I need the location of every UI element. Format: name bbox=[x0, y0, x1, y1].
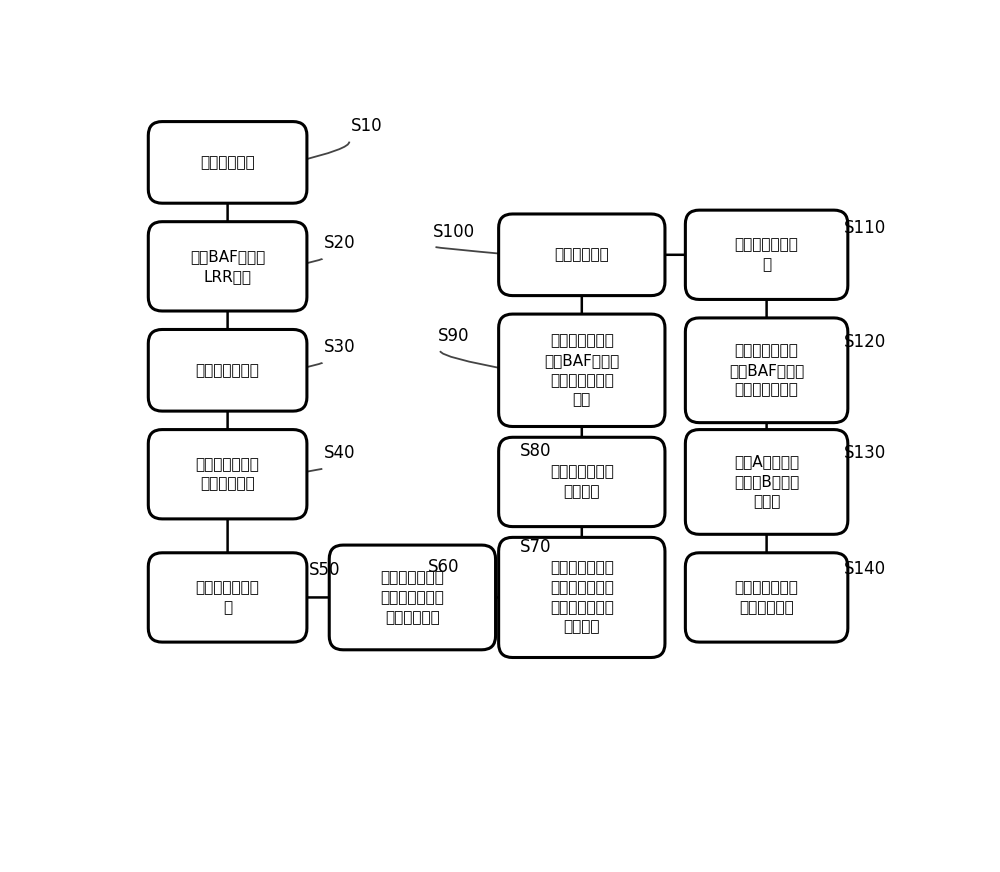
Text: S30: S30 bbox=[324, 338, 355, 356]
Text: 确定BAF数值和
LRR数值: 确定BAF数值和 LRR数值 bbox=[190, 249, 265, 283]
Text: 确定倍性校正系
数: 确定倍性校正系 数 bbox=[735, 237, 799, 272]
FancyBboxPatch shape bbox=[148, 121, 307, 203]
FancyBboxPatch shape bbox=[685, 318, 848, 423]
FancyBboxPatch shape bbox=[499, 314, 665, 426]
FancyBboxPatch shape bbox=[148, 553, 307, 642]
Text: 确定四级分选片
段的BAF均值、
拷贝数均值及其
排序: 确定四级分选片 段的BAF均值、 拷贝数均值及其 排序 bbox=[544, 333, 619, 407]
Text: S100: S100 bbox=[433, 222, 475, 241]
Text: S40: S40 bbox=[324, 445, 355, 462]
FancyBboxPatch shape bbox=[148, 330, 307, 411]
FancyBboxPatch shape bbox=[499, 537, 665, 657]
Text: S50: S50 bbox=[308, 562, 340, 580]
Text: S130: S130 bbox=[844, 445, 886, 462]
Text: 对三级分选片段
进行BAF数值校
正和拷贝数校正: 对三级分选片段 进行BAF数值校 正和拷贝数校正 bbox=[729, 343, 804, 398]
Text: 对四级分选片段
进行归类: 对四级分选片段 进行归类 bbox=[550, 465, 614, 500]
FancyBboxPatch shape bbox=[685, 553, 848, 642]
Text: S140: S140 bbox=[844, 560, 886, 578]
FancyBboxPatch shape bbox=[685, 430, 848, 535]
Text: S20: S20 bbox=[324, 235, 355, 252]
Text: 确定三级分选片
段的变异类型: 确定三级分选片 段的变异类型 bbox=[735, 580, 799, 615]
Text: 获取测序数据: 获取测序数据 bbox=[200, 155, 255, 170]
FancyBboxPatch shape bbox=[148, 430, 307, 519]
Text: 确定二级分选片
段: 确定二级分选片 段 bbox=[196, 580, 260, 615]
Text: 分段处理，获得
一级分选片段: 分段处理，获得 一级分选片段 bbox=[196, 457, 260, 492]
Text: S110: S110 bbox=[844, 219, 886, 237]
Text: 对三级分选片段
进行过滤和切割
处理，得到四级
分选片段: 对三级分选片段 进行过滤和切割 处理，得到四级 分选片段 bbox=[550, 560, 614, 635]
FancyBboxPatch shape bbox=[499, 437, 665, 527]
Text: S60: S60 bbox=[428, 557, 459, 576]
Text: S80: S80 bbox=[520, 442, 552, 460]
Text: 对二级分选片段
进行合并，获得
三级分选片段: 对二级分选片段 进行合并，获得 三级分选片段 bbox=[380, 570, 444, 624]
Text: S10: S10 bbox=[351, 117, 382, 135]
Text: S90: S90 bbox=[438, 327, 469, 344]
FancyBboxPatch shape bbox=[685, 210, 848, 299]
FancyBboxPatch shape bbox=[329, 545, 496, 650]
FancyBboxPatch shape bbox=[148, 221, 307, 311]
Text: 进行离群点去除: 进行离群点去除 bbox=[196, 363, 260, 378]
Text: 确定肿瘤纯度: 确定肿瘤纯度 bbox=[554, 248, 609, 262]
Text: 确定A基因型参
数值和B基因型
参数值: 确定A基因型参 数值和B基因型 参数值 bbox=[734, 454, 799, 509]
FancyBboxPatch shape bbox=[499, 214, 665, 296]
Text: S70: S70 bbox=[520, 538, 552, 556]
Text: S120: S120 bbox=[844, 333, 886, 351]
